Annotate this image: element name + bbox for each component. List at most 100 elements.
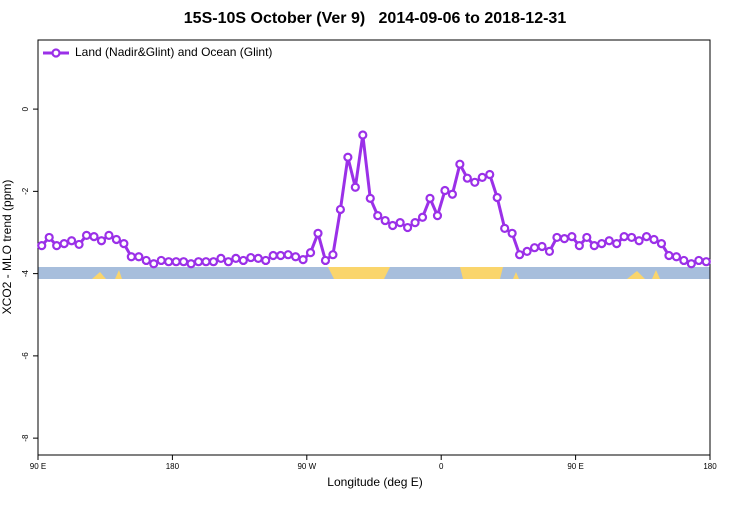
point xyxy=(358,130,368,140)
y-tick-label: -2 xyxy=(21,187,30,195)
point xyxy=(388,220,398,231)
point xyxy=(597,238,607,249)
point xyxy=(671,252,682,262)
point xyxy=(193,257,204,267)
point xyxy=(261,255,271,266)
point xyxy=(216,253,226,263)
point xyxy=(664,250,674,261)
point xyxy=(574,241,584,251)
point xyxy=(492,192,502,203)
point xyxy=(529,243,540,253)
point xyxy=(701,257,711,267)
point xyxy=(507,228,517,238)
point xyxy=(141,255,151,266)
point xyxy=(619,232,629,242)
point xyxy=(246,252,256,263)
point xyxy=(164,257,174,267)
point xyxy=(440,185,450,196)
land-patch xyxy=(328,267,390,279)
y-axis-label: XCO2 - MLO trend (ppm) xyxy=(0,180,14,315)
point xyxy=(208,257,219,267)
point xyxy=(149,259,159,269)
point xyxy=(156,255,166,266)
legend-marker xyxy=(51,48,61,58)
y-tick-label: -4 xyxy=(21,270,30,278)
point xyxy=(612,238,622,249)
point xyxy=(126,252,136,262)
point xyxy=(37,241,47,251)
point xyxy=(455,159,465,169)
chart-title: 15S-10S October (Ver 9) 2014-09-06 to 20… xyxy=(184,10,567,27)
point xyxy=(649,234,659,245)
y-tick-label: 0 xyxy=(21,106,30,111)
land-ocean-band xyxy=(38,267,710,279)
point xyxy=(320,255,331,266)
x-tick-label: 0 xyxy=(439,462,444,471)
point xyxy=(305,248,316,258)
point xyxy=(544,246,555,257)
point xyxy=(470,177,480,187)
point xyxy=(522,246,532,257)
point xyxy=(417,212,428,222)
point xyxy=(552,232,562,243)
legend-label: Land (Nadir&Glint) and Ocean (Glint) xyxy=(75,45,272,59)
point xyxy=(403,222,413,233)
y-tick-label: -8 xyxy=(21,434,30,442)
point xyxy=(432,211,443,221)
x-tick-label: 90 W xyxy=(297,462,316,471)
point xyxy=(537,241,547,252)
point xyxy=(656,238,667,249)
point xyxy=(582,232,592,243)
point xyxy=(686,259,696,269)
point xyxy=(223,257,233,267)
point xyxy=(59,238,69,249)
x-tick-label: 90 E xyxy=(30,462,46,471)
point xyxy=(74,239,84,250)
point xyxy=(694,255,704,266)
point xyxy=(328,250,338,260)
land-patch xyxy=(652,270,660,279)
point xyxy=(291,252,301,262)
point xyxy=(365,193,375,203)
point xyxy=(52,241,62,251)
x-axis-label: Longitude (deg E) xyxy=(327,475,422,489)
point xyxy=(500,223,510,233)
point xyxy=(89,232,99,242)
point xyxy=(447,189,457,199)
point xyxy=(96,236,107,246)
point xyxy=(335,204,345,215)
point xyxy=(171,257,181,267)
point xyxy=(634,236,644,246)
plot-frame xyxy=(37,39,711,456)
land-patch xyxy=(92,272,106,279)
point xyxy=(201,257,211,267)
point xyxy=(81,230,92,240)
point xyxy=(268,250,278,261)
point xyxy=(276,250,286,261)
point xyxy=(111,234,122,245)
point xyxy=(477,172,487,182)
point xyxy=(119,238,129,249)
point xyxy=(179,257,189,267)
point xyxy=(425,193,435,203)
x-tick-label: 90 E xyxy=(567,462,583,471)
point xyxy=(679,255,689,266)
point xyxy=(238,255,248,266)
point xyxy=(380,215,390,226)
land-patch xyxy=(627,271,645,279)
point xyxy=(567,232,577,242)
point xyxy=(641,232,652,242)
point xyxy=(514,250,525,260)
point xyxy=(231,253,241,263)
point xyxy=(283,250,293,260)
point xyxy=(350,182,360,192)
point xyxy=(134,252,144,262)
x-tick-label: 180 xyxy=(703,462,717,471)
point xyxy=(186,259,196,269)
land-patch xyxy=(460,267,503,279)
point xyxy=(395,218,405,228)
x-tick-label: 180 xyxy=(166,462,180,471)
point xyxy=(253,253,263,263)
point xyxy=(298,255,308,265)
